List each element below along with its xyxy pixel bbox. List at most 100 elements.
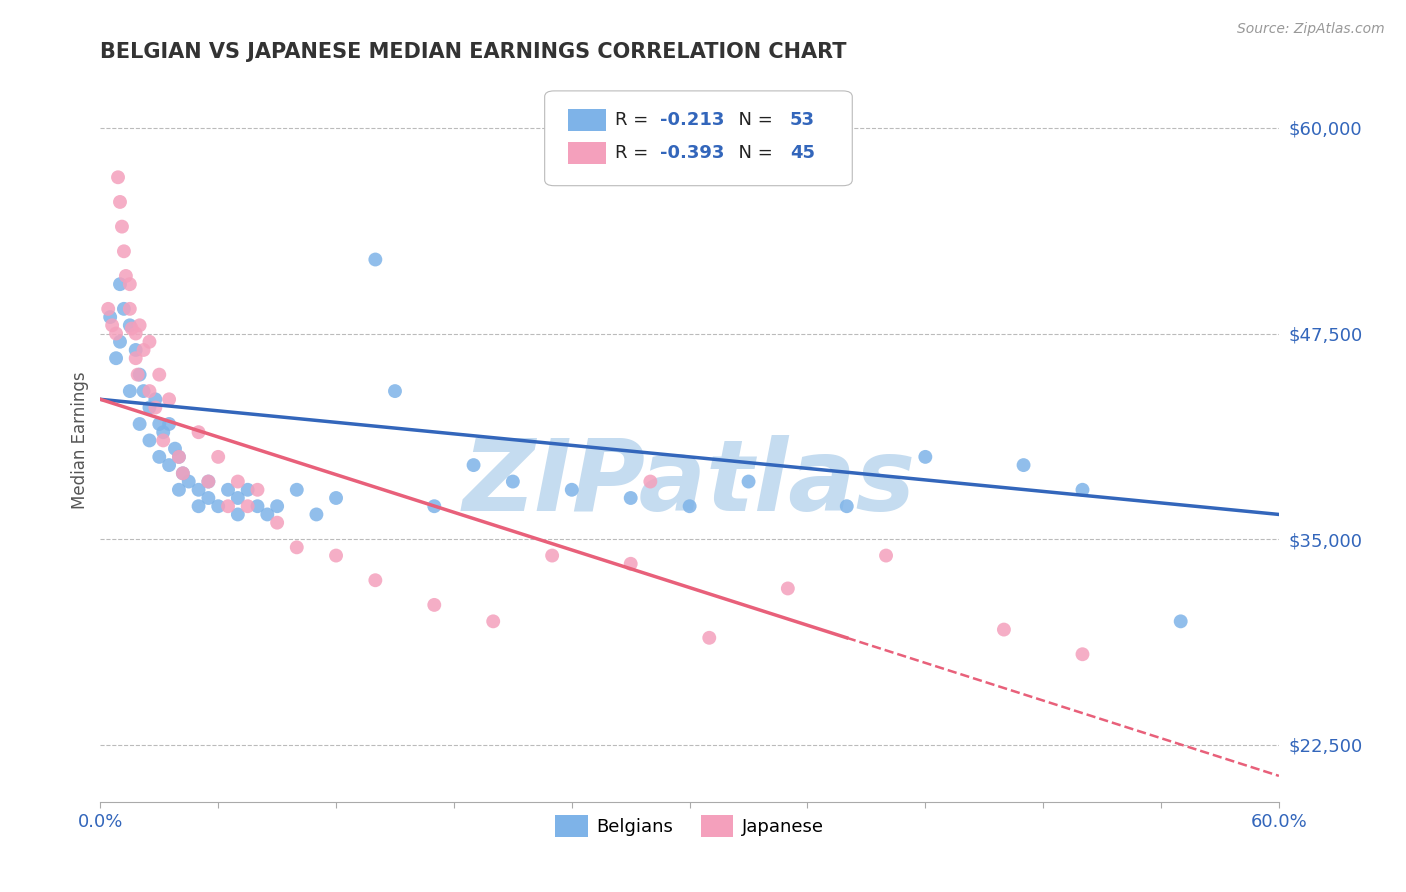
- Point: [163, 442, 186, 456]
- Point: [128, 417, 150, 431]
- Point: [561, 483, 583, 497]
- Text: -0.213: -0.213: [661, 111, 724, 128]
- Point: [118, 318, 141, 333]
- Point: [138, 401, 160, 415]
- Point: [640, 475, 662, 489]
- Point: [177, 475, 200, 489]
- Point: [678, 500, 700, 514]
- Point: [463, 458, 485, 472]
- Point: [423, 598, 446, 612]
- Point: [157, 392, 180, 407]
- Point: [256, 508, 278, 522]
- Text: 53: 53: [790, 111, 815, 128]
- Point: [143, 401, 166, 415]
- Point: [620, 557, 643, 571]
- Point: [167, 450, 190, 464]
- Point: [266, 516, 288, 530]
- Point: [217, 483, 239, 497]
- Point: [1071, 483, 1094, 497]
- Point: [118, 384, 141, 398]
- Point: [105, 351, 128, 366]
- Point: [266, 500, 288, 514]
- Point: [138, 434, 160, 448]
- Text: N =: N =: [727, 111, 779, 128]
- Point: [172, 467, 194, 481]
- Text: BELGIAN VS JAPANESE MEDIAN EARNINGS CORRELATION CHART: BELGIAN VS JAPANESE MEDIAN EARNINGS CORR…: [100, 42, 846, 62]
- Point: [187, 425, 209, 440]
- Point: [325, 549, 347, 563]
- Text: Source: ZipAtlas.com: Source: ZipAtlas.com: [1237, 22, 1385, 37]
- Point: [112, 244, 135, 259]
- Point: [1012, 458, 1035, 472]
- Point: [138, 384, 160, 398]
- Point: [364, 573, 387, 587]
- Point: [423, 500, 446, 514]
- Point: [132, 343, 155, 357]
- Point: [167, 450, 190, 464]
- Text: -0.393: -0.393: [661, 145, 724, 162]
- Point: [152, 434, 174, 448]
- Point: [226, 508, 249, 522]
- Point: [148, 368, 170, 382]
- Point: [128, 368, 150, 382]
- Text: R =: R =: [616, 145, 654, 162]
- FancyBboxPatch shape: [568, 109, 606, 131]
- Point: [167, 483, 190, 497]
- Point: [97, 301, 120, 316]
- Point: [226, 475, 249, 489]
- Point: [108, 194, 131, 209]
- Point: [152, 425, 174, 440]
- Point: [236, 500, 259, 514]
- Point: [172, 467, 194, 481]
- Point: [105, 326, 128, 341]
- Point: [187, 483, 209, 497]
- Point: [207, 450, 229, 464]
- Point: [207, 500, 229, 514]
- Point: [285, 483, 308, 497]
- Point: [118, 277, 141, 292]
- Point: [1170, 615, 1192, 629]
- Point: [246, 500, 269, 514]
- Point: [138, 334, 160, 349]
- Text: N =: N =: [727, 145, 779, 162]
- Point: [776, 582, 799, 596]
- Point: [502, 475, 524, 489]
- Point: [737, 475, 759, 489]
- Legend: Belgians, Japanese: Belgians, Japanese: [548, 807, 831, 844]
- Point: [197, 491, 219, 505]
- Point: [108, 277, 131, 292]
- Point: [1071, 647, 1094, 661]
- Point: [98, 310, 121, 324]
- Point: [697, 631, 720, 645]
- Point: [236, 483, 259, 497]
- Point: [118, 301, 141, 316]
- Point: [132, 384, 155, 398]
- Point: [875, 549, 897, 563]
- Point: [187, 500, 209, 514]
- Text: R =: R =: [616, 111, 654, 128]
- FancyBboxPatch shape: [568, 143, 606, 164]
- Point: [125, 351, 148, 366]
- Point: [197, 475, 219, 489]
- Point: [541, 549, 564, 563]
- Point: [305, 508, 328, 522]
- Point: [148, 417, 170, 431]
- Point: [128, 318, 150, 333]
- Point: [108, 334, 131, 349]
- Point: [125, 326, 148, 341]
- Point: [835, 500, 858, 514]
- Point: [384, 384, 406, 398]
- Point: [325, 491, 347, 505]
- Point: [112, 301, 135, 316]
- Point: [157, 417, 180, 431]
- Point: [226, 491, 249, 505]
- Point: [482, 615, 505, 629]
- Point: [107, 170, 129, 185]
- Point: [143, 392, 166, 407]
- Point: [121, 321, 143, 335]
- Point: [148, 450, 170, 464]
- Point: [111, 219, 134, 234]
- Point: [364, 252, 387, 267]
- Point: [115, 268, 138, 283]
- Point: [217, 500, 239, 514]
